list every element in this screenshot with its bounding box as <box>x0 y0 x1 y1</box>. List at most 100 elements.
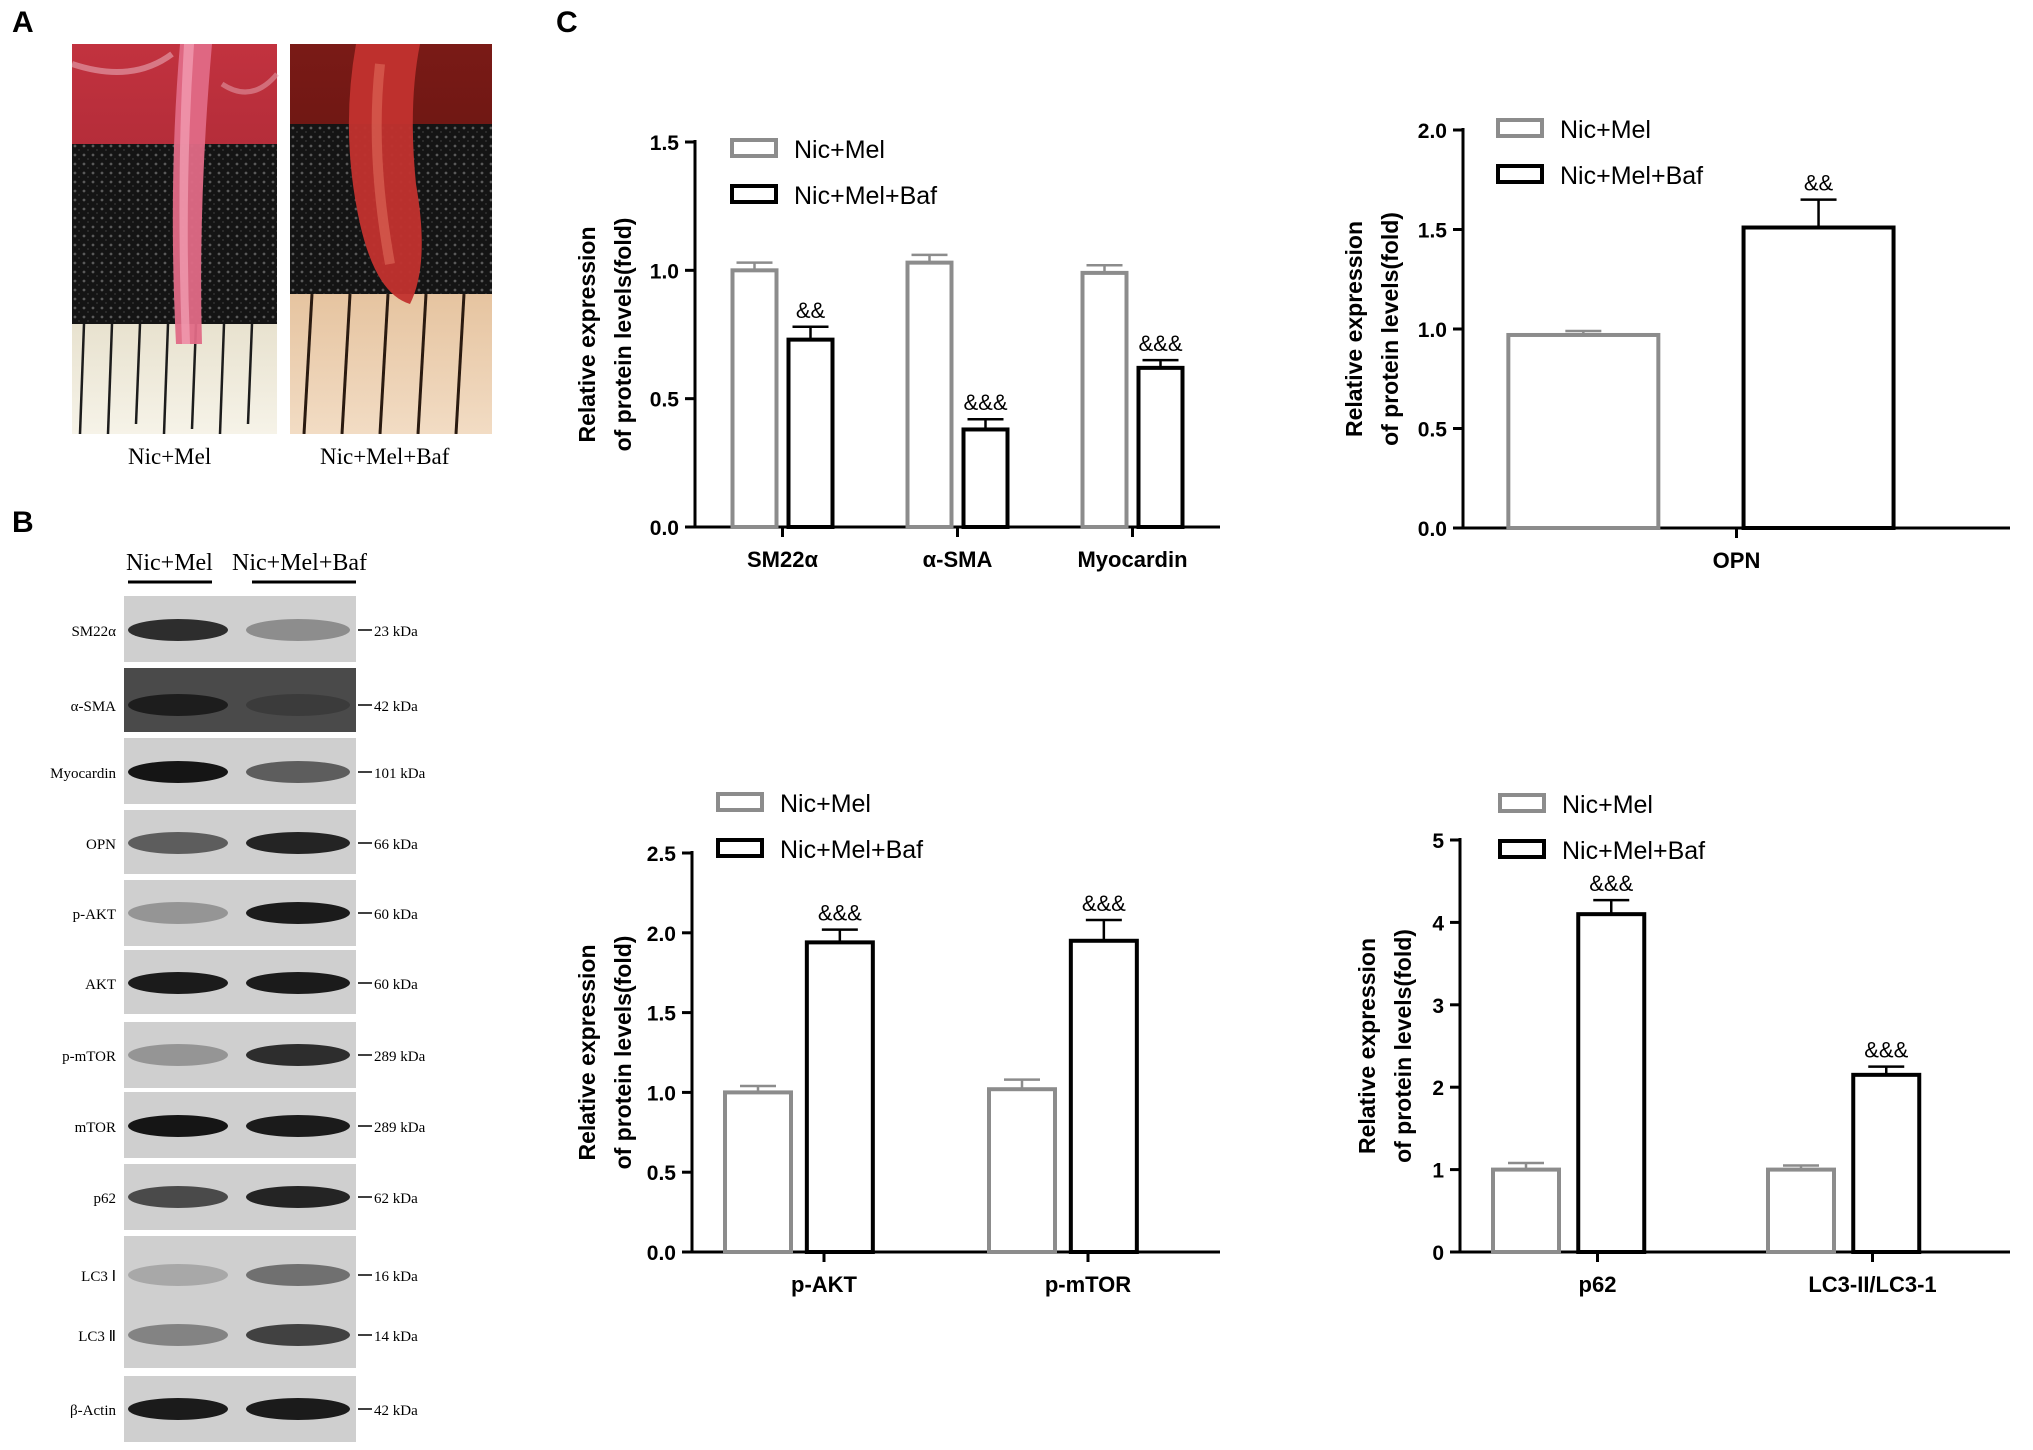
bar <box>1068 938 1139 1254</box>
significance-label: &&& <box>818 901 862 926</box>
y-tick-label: 0.5 <box>1418 419 1448 442</box>
blot-kda: 16 kDa <box>374 1269 418 1285</box>
bar <box>804 940 875 1254</box>
blot-band <box>246 1264 350 1286</box>
y-axis-label: Relative expression of protein levels(fol… <box>1354 929 1416 1163</box>
legend-label: Nic+Mel+Baf <box>1562 837 1705 865</box>
photo-caption-right: Nic+Mel+Baf <box>320 444 450 469</box>
legend-label: Nic+Mel <box>780 790 871 818</box>
legend-swatch <box>1496 164 1544 184</box>
legend-swatch <box>730 138 778 158</box>
y-axis-label: Relative expression of protein levels(fol… <box>574 936 636 1170</box>
bar <box>730 268 779 529</box>
blot-label: p-AKT <box>73 907 116 923</box>
legend-swatch <box>716 838 764 858</box>
bar <box>1506 332 1661 530</box>
blot-kda: 60 kDa <box>374 907 418 923</box>
blot-label: α-SMA <box>71 699 117 715</box>
blot-label: LC3 Ⅰ <box>81 1269 116 1285</box>
blot-band <box>246 619 350 641</box>
y-tick-label: 4 <box>1432 912 1444 935</box>
blot-kda: 14 kDa <box>374 1329 418 1345</box>
western-blot-panel: Nic+Mel Nic+Mel+Baf SM22α 23 kDa α-SMA 42 k… <box>50 550 426 1442</box>
blot-band <box>128 1044 228 1066</box>
legend-swatch <box>1498 793 1546 813</box>
significance-label: && <box>1804 171 1834 196</box>
x-tick-label: SM22α <box>747 547 818 572</box>
blot-kda: 23 kDa <box>374 624 418 640</box>
photo-caption-left: Nic+Mel <box>128 444 212 469</box>
blot-group1-label: Nic+Mel <box>126 550 213 576</box>
blot-band <box>128 694 228 716</box>
y-tick-label: 2.5 <box>647 843 677 866</box>
blot-label: AKT <box>85 977 116 993</box>
legend-label: Nic+Mel+Baf <box>1560 162 1703 190</box>
y-axis-label-line1: Relative expression <box>574 226 600 442</box>
y-axis-label-line1: Relative expression <box>1354 938 1380 1154</box>
blot-group2-label: Nic+Mel+Baf <box>232 550 367 576</box>
y-axis-label-line1: Relative expression <box>1341 221 1367 437</box>
blot-band <box>128 761 228 783</box>
blot-label: p62 <box>94 1191 117 1207</box>
blot-band <box>246 902 350 924</box>
blot-band <box>128 902 228 924</box>
blot-band <box>246 694 350 716</box>
blot-band <box>128 1264 228 1286</box>
bar <box>786 337 835 529</box>
blot-band <box>128 972 228 994</box>
y-axis-label: Relative expression of protein levels(fol… <box>1341 212 1403 446</box>
bar-chart-akt-mtor: Relative expression of protein levels(fol… <box>574 790 1220 1297</box>
blot-label: SM22α <box>71 624 116 640</box>
significance-label: &&& <box>1589 871 1633 896</box>
x-tick-label: Myocardin <box>1077 547 1187 572</box>
legend-swatch <box>1498 839 1546 859</box>
blot-label: Myocardin <box>50 766 116 782</box>
photo-nic-mel-baf <box>290 44 492 434</box>
blot-kda: 289 kDa <box>374 1049 426 1065</box>
bar-chart-contractile-markers: Relative expression of protein levels(fol… <box>574 132 1220 572</box>
blot-kda: 62 kDa <box>374 1191 418 1207</box>
legend-label: Nic+Mel <box>794 136 885 164</box>
blot-band <box>128 1398 228 1420</box>
blot-band <box>246 972 350 994</box>
y-tick-label: 1.5 <box>1418 220 1448 243</box>
panel-letter-b: B <box>12 506 34 539</box>
panel-letter-a: A <box>12 6 34 39</box>
blot-band <box>128 832 228 854</box>
bar-chart-opn: Relative expression of protein levels(fol… <box>1341 116 2010 573</box>
legend-label: Nic+Mel <box>1560 116 1651 144</box>
blot-kda: 289 kDa <box>374 1120 426 1136</box>
y-tick-label: 0.0 <box>647 1242 676 1265</box>
panel-letter-c: C <box>556 6 578 39</box>
blot-label: LC3 Ⅱ <box>78 1329 116 1345</box>
x-tick-label: p-AKT <box>791 1272 858 1297</box>
bar <box>723 1090 793 1254</box>
significance-label: &&& <box>1082 891 1126 916</box>
blot-kda: 66 kDa <box>374 837 418 853</box>
legend-swatch <box>730 184 778 204</box>
blot-band <box>246 1115 350 1137</box>
bar <box>961 427 1010 530</box>
x-tick-label: α-SMA <box>923 547 993 572</box>
photo-nic-mel <box>72 44 279 434</box>
blot-band <box>246 1044 350 1066</box>
bar <box>1766 1167 1836 1255</box>
significance-label: && <box>796 298 826 323</box>
x-tick-label: LC3-II/LC3-1 <box>1808 1272 1936 1297</box>
bar <box>1741 225 1896 530</box>
y-tick-label: 0.0 <box>650 517 679 540</box>
y-tick-label: 1.5 <box>650 132 680 155</box>
y-tick-label: 3 <box>1432 995 1444 1018</box>
blot-band <box>128 1324 228 1346</box>
bar <box>1136 365 1185 529</box>
y-tick-label: 2.0 <box>647 923 676 946</box>
legend-label: Nic+Mel <box>1562 791 1653 819</box>
blot-label: mTOR <box>75 1120 116 1136</box>
y-tick-label: 1.0 <box>650 260 679 283</box>
y-tick-label: 0.5 <box>647 1162 677 1185</box>
blot-band <box>246 832 350 854</box>
y-tick-label: 5 <box>1432 830 1444 853</box>
legend-label: Nic+Mel+Baf <box>780 836 923 864</box>
legend-swatch <box>1496 118 1544 138</box>
significance-label: &&& <box>1864 1038 1908 1063</box>
